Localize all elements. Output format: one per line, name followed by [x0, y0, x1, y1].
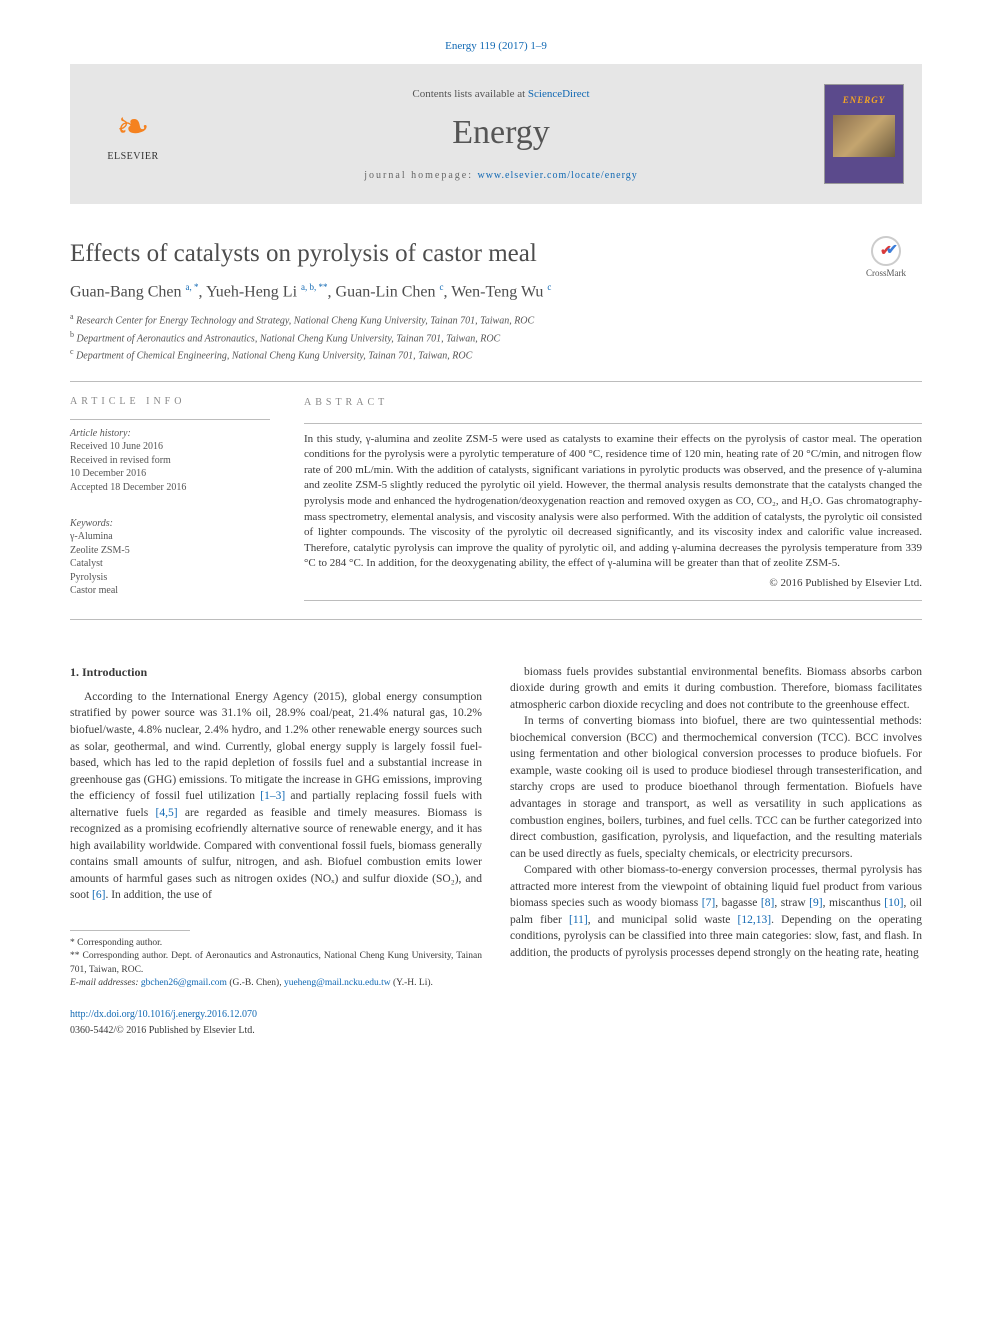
journal-homepage-line: journal homepage: www.elsevier.com/locat…: [178, 170, 824, 181]
abstract-column: ABSTRACT In this study, γ-alumina and ze…: [304, 396, 922, 600]
email-label: E-mail addresses:: [70, 978, 141, 988]
history-line: Accepted 18 December 2016: [70, 481, 270, 495]
section-heading-introduction: 1. Introduction: [70, 664, 482, 681]
affiliation-line: b Department of Aeronautics and Astronau…: [70, 329, 922, 346]
keyword: Zeolite ZSM-5: [70, 544, 270, 558]
issn-copyright: 0360-5442/© 2016 Published by Elsevier L…: [70, 1024, 482, 1038]
footnote-line: ** Corresponding author. Dept. of Aerona…: [70, 950, 482, 977]
footnotes: * Corresponding author. ** Corresponding…: [70, 937, 482, 990]
keywords-head: Keywords:: [70, 518, 270, 529]
abstract-text: In this study, γ-alumina and zeolite ZSM…: [304, 432, 922, 572]
body-paragraph: In terms of converting biomass into biof…: [510, 713, 922, 862]
body-paragraph: Compared with other biomass-to-energy co…: [510, 862, 922, 961]
email-link[interactable]: yueheng@mail.ncku.edu.tw: [284, 978, 391, 988]
history-head: Article history:: [70, 428, 270, 439]
divider: [70, 619, 922, 620]
author-list: Guan-Bang Chen a, *, Yueh-Heng Li a, b, …: [70, 282, 922, 301]
affiliation-line: c Department of Chemical Engineering, Na…: [70, 346, 922, 363]
divider: [70, 381, 922, 382]
left-text-column: 1. Introduction According to the Interna…: [70, 664, 482, 1038]
body-paragraph: According to the International Energy Ag…: [70, 689, 482, 904]
cover-title: ENERGY: [843, 95, 886, 105]
affiliations: a Research Center for Energy Technology …: [70, 311, 922, 363]
publisher-logo-block: ❧ ELSEVIER: [88, 107, 178, 162]
abstract-label: ABSTRACT: [304, 396, 922, 410]
email-attribution: (Y.-H. Li).: [391, 978, 433, 988]
email-attribution: (G.-B. Chen),: [227, 978, 284, 988]
article-info-label: ARTICLE INFO: [70, 396, 270, 407]
footnote-line: * Corresponding author.: [70, 937, 482, 950]
footnote-emails: E-mail addresses: gbchen26@gmail.com (G.…: [70, 977, 482, 990]
journal-cover-thumb: ENERGY: [824, 84, 904, 184]
history-line: Received in revised form: [70, 454, 270, 468]
doi-link[interactable]: http://dx.doi.org/10.1016/j.energy.2016.…: [70, 1009, 257, 1020]
journal-homepage-link[interactable]: www.elsevier.com/locate/energy: [477, 170, 637, 181]
contents-prefix: Contents lists available at: [412, 88, 527, 100]
journal-title: Energy: [178, 114, 824, 152]
publisher-name: ELSEVIER: [107, 151, 158, 162]
email-link[interactable]: gbchen26@gmail.com: [141, 978, 227, 988]
article-title: Effects of catalysts on pyrolysis of cas…: [70, 240, 922, 268]
history-line: Received 10 June 2016: [70, 440, 270, 454]
homepage-prefix: journal homepage:: [364, 170, 477, 181]
history-line: 10 December 2016: [70, 467, 270, 481]
crossmark-badge[interactable]: ✔✔ CrossMark: [850, 236, 922, 278]
keyword: Pyrolysis: [70, 571, 270, 585]
crossmark-label: CrossMark: [866, 268, 906, 278]
cover-image-icon: [833, 115, 895, 157]
crossmark-icon: ✔✔: [871, 236, 901, 266]
keyword: Catalyst: [70, 557, 270, 571]
body-paragraph: biomass fuels provides substantial envir…: [510, 664, 922, 714]
elsevier-tree-icon: ❧: [116, 107, 150, 147]
keyword: γ-Alumina: [70, 530, 270, 544]
article-info-column: ARTICLE INFO Article history: Received 1…: [70, 396, 270, 600]
sciencedirect-link[interactable]: ScienceDirect: [528, 88, 590, 100]
abstract-copyright: © 2016 Published by Elsevier Ltd.: [304, 576, 922, 592]
journal-banner: ❧ ELSEVIER Contents lists available at S…: [70, 64, 922, 204]
footnote-divider: [70, 930, 190, 931]
header-citation: Energy 119 (2017) 1–9: [70, 40, 922, 52]
right-text-column: biomass fuels provides substantial envir…: [510, 664, 922, 1038]
contents-available-line: Contents lists available at ScienceDirec…: [178, 88, 824, 100]
affiliation-line: a Research Center for Energy Technology …: [70, 311, 922, 328]
keyword: Castor meal: [70, 584, 270, 598]
